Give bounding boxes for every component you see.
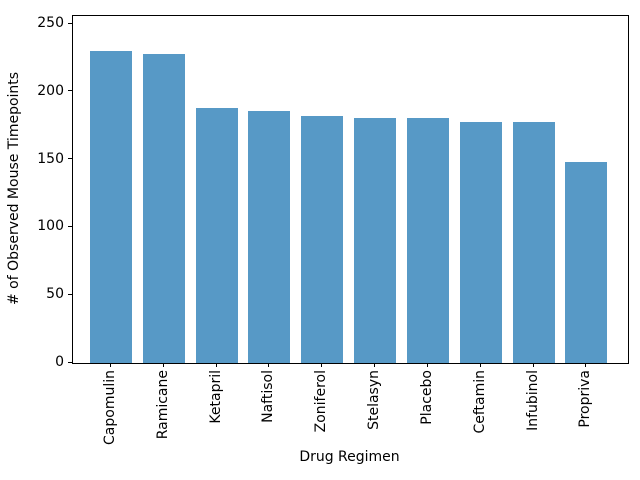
y-tick-label-50: 50 — [46, 286, 64, 303]
x-tick-label-ceftamin: Ceftamin — [471, 370, 488, 434]
plot-area — [72, 15, 629, 364]
y-tick-label-150: 150 — [37, 150, 64, 167]
x-tick-label-zoniferol: Zoniferol — [313, 370, 330, 433]
bar-ceftamin — [459, 121, 502, 363]
bar-ketapril — [195, 108, 238, 363]
y-tick-label-250: 250 — [37, 15, 64, 32]
y-tick-label-200: 200 — [37, 82, 64, 99]
bar-propriva — [565, 162, 608, 363]
x-axis-label: Drug Regimen — [299, 449, 400, 465]
x-tick-label-naftisol: Naftisol — [260, 370, 277, 423]
x-tick-label-stelasyn: Stelasyn — [366, 370, 383, 430]
y-axis-label: # of Observed Mouse Timepoints — [6, 71, 22, 306]
bar-placebo — [406, 117, 449, 363]
y-tick-label-100: 100 — [37, 218, 64, 235]
x-tick-label-propriva: Propriva — [577, 370, 594, 428]
x-tick-label-infubinol: Infubinol — [524, 370, 541, 431]
x-tick-label-placebo: Placebo — [418, 370, 435, 425]
y-tick-label-0: 0 — [55, 354, 64, 370]
bar-infubinol — [512, 121, 555, 363]
bar-stelasyn — [354, 117, 397, 363]
bar-naftisol — [248, 110, 291, 363]
bar-capomulin — [90, 51, 132, 363]
x-tick-label-ketapril: Ketapril — [207, 370, 224, 424]
bar-ramicane — [142, 53, 185, 363]
bar-zoniferol — [301, 116, 344, 363]
x-tick-label-ramicane: Ramicane — [154, 370, 171, 440]
x-tick-label-capomulin: Capomulin — [102, 370, 118, 445]
